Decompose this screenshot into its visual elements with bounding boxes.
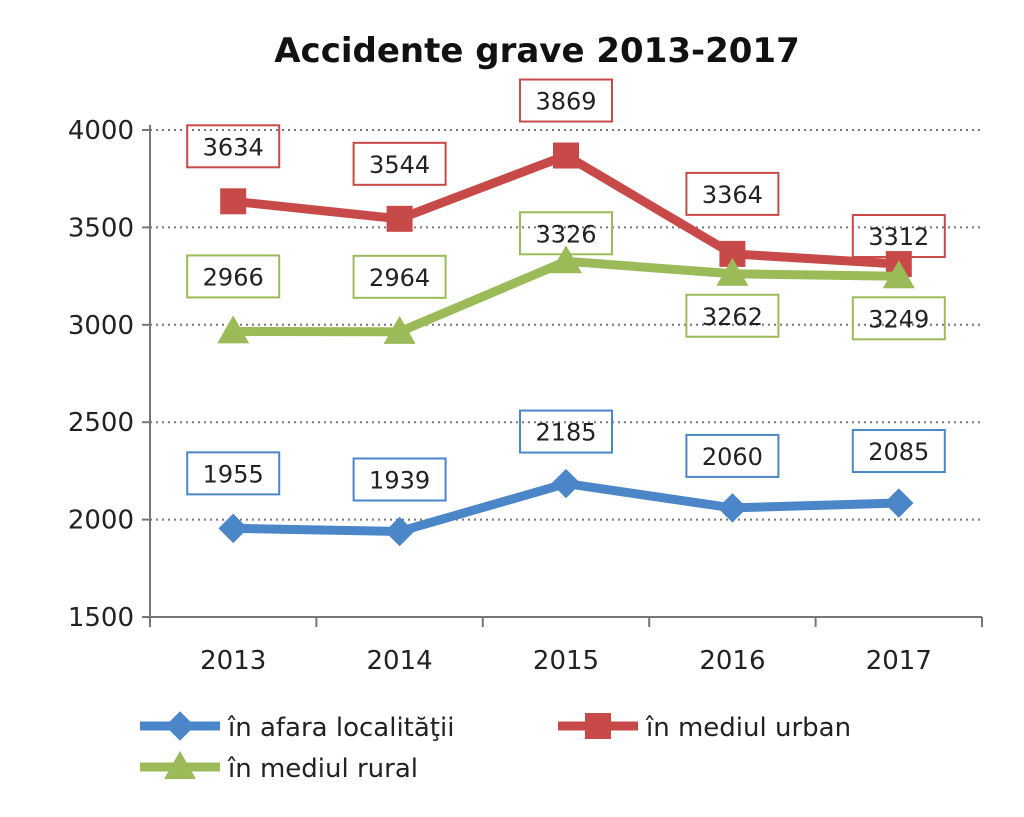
data-label-box-0-4 xyxy=(851,429,946,474)
series-2-point-2017 xyxy=(882,260,915,289)
data-label-box-1-2 xyxy=(519,78,613,123)
data-label-1-4: 3312 xyxy=(868,223,929,251)
series-2-point-2013 xyxy=(217,315,250,344)
data-label-0-3: 2060 xyxy=(702,443,763,471)
y-tick-label-4000: 4000 xyxy=(68,116,134,146)
y-tick-label-2000: 2000 xyxy=(68,506,134,536)
series-2-point-2014 xyxy=(383,315,416,344)
data-label-2-0: 2966 xyxy=(203,263,264,291)
axes: 1500 2000 2500 3000 3500 4000 2013 2014 2015 2016… xyxy=(68,116,983,676)
series-0-point-2016 xyxy=(717,493,748,523)
data-label-2-4: 3249 xyxy=(868,305,929,333)
legend-marker-1 xyxy=(585,713,611,739)
series-0-point-2014 xyxy=(384,516,415,547)
data-label-1-3: 3364 xyxy=(702,181,763,209)
series-1-point-2014 xyxy=(386,205,413,232)
data-label-box-2-2 xyxy=(519,211,613,256)
legend-label-1: în mediul urban xyxy=(645,713,851,743)
series-0-point-2013 xyxy=(218,513,248,544)
series-1-point-2015 xyxy=(553,142,579,169)
x-tick-label-2014: 2014 xyxy=(367,646,433,676)
data-label-box-1-1 xyxy=(352,141,447,186)
legend-marker-0 xyxy=(165,711,195,741)
series-1-point-2013 xyxy=(220,188,247,215)
x-tick-label-2017: 2017 xyxy=(866,646,932,676)
data-label-2-2: 3326 xyxy=(535,220,596,248)
data-label-1-2: 3869 xyxy=(535,88,596,116)
data-label-0-0: 1955 xyxy=(203,460,264,488)
data-label-box-0-3 xyxy=(685,433,780,478)
data-label-box-0-1 xyxy=(352,457,447,502)
series xyxy=(217,142,915,547)
y-tick-label-3500: 3500 xyxy=(68,213,134,243)
data-label-2-3: 3262 xyxy=(702,303,763,331)
x-tick-label-2016: 2016 xyxy=(699,646,765,676)
legend-label-0: în afara localităţii xyxy=(227,713,454,743)
data-label-0-1: 1939 xyxy=(369,466,430,494)
data-labels: 1955 1939 2185 2060 2085 3634 3544 3869 3364 3312… xyxy=(186,78,946,502)
series-2-point-2016 xyxy=(716,257,749,286)
data-label-1-1: 3544 xyxy=(369,151,430,179)
legend-marker-2 xyxy=(164,751,196,779)
y-tick-label-3000: 3000 xyxy=(68,311,134,341)
series-2-point-2015 xyxy=(550,245,582,274)
legend: în afara localităţii în mediul urban în me… xyxy=(140,711,851,784)
data-label-box-1-4 xyxy=(851,214,946,259)
data-label-0-2: 2185 xyxy=(535,419,596,447)
data-label-box-0-2 xyxy=(519,409,613,454)
data-label-2-1: 2964 xyxy=(369,264,430,292)
data-label-box-1-3 xyxy=(685,171,780,216)
data-label-box-0-0 xyxy=(186,451,281,496)
gridlines xyxy=(150,129,982,521)
legend-label-2: în mediul rural xyxy=(227,754,418,784)
data-label-1-0: 3634 xyxy=(203,133,264,161)
series-0-point-2015 xyxy=(551,468,581,499)
y-tick-label-2500: 2500 xyxy=(68,408,134,438)
data-label-box-2-3 xyxy=(685,293,780,338)
x-tick-label-2015: 2015 xyxy=(533,646,599,676)
data-label-0-4: 2085 xyxy=(868,438,929,466)
chart-title: Accidente grave 2013-2017 xyxy=(274,31,800,71)
x-tick-label-2013: 2013 xyxy=(200,646,266,676)
series-0-point-2017 xyxy=(884,488,914,518)
data-label-box-1-0 xyxy=(186,124,281,169)
data-label-box-2-0 xyxy=(186,254,281,299)
data-label-box-2-1 xyxy=(352,254,447,299)
y-tick-label-1500: 1500 xyxy=(68,603,134,633)
data-label-box-2-4 xyxy=(851,296,946,341)
